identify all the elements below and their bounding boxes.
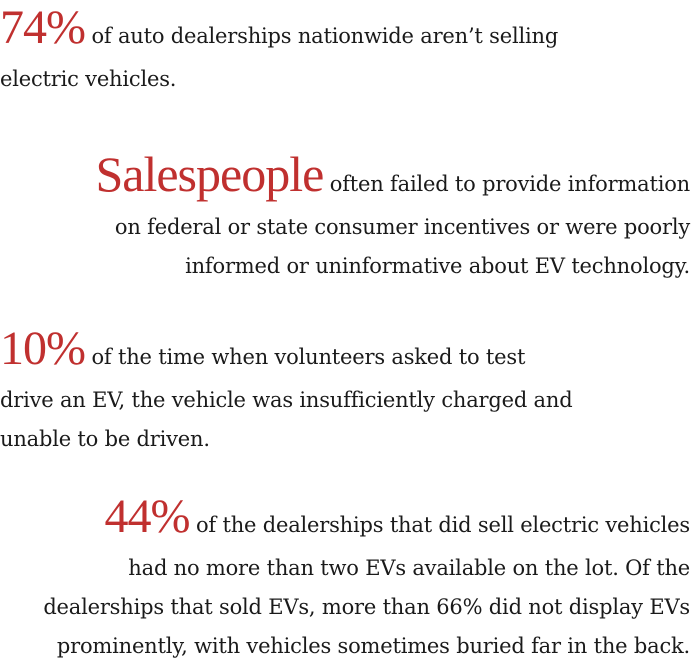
stat-text: had no more than two EVs available on th… — [128, 556, 690, 580]
stat-text: prominently, with vehicles sometimes bur… — [56, 634, 690, 658]
stat-text: of the dealerships that did sell electri… — [189, 513, 690, 537]
stat-highlight: Salespeople — [95, 146, 324, 202]
stat-first-line: 74% of auto dealerships nationwide aren’… — [0, 4, 690, 60]
stat-first-line: 10% of the time when volunteers asked to… — [0, 325, 690, 381]
stat-text: on federal or state consumer incentives … — [114, 215, 690, 239]
stat-highlight: 10% — [0, 322, 86, 375]
stat-text: often failed to provide information — [323, 172, 690, 196]
stat-block-salespeople: Salespeople often failed to provide info… — [0, 149, 690, 286]
stat-text: informed or uninformative about EV techn… — [185, 254, 690, 278]
stat-text: drive an EV, the vehicle was insufficien… — [0, 388, 573, 412]
stat-text: electric vehicles. — [0, 67, 177, 91]
stat-highlight: 74% — [0, 1, 86, 54]
stat-text: of auto dealerships nationwide aren’t se… — [84, 24, 559, 48]
stat-first-line: 44% of the dealerships that did sell ele… — [0, 490, 691, 549]
stat-block-test-drive-charge: 10% of the time when volunteers asked to… — [0, 325, 690, 459]
stat-text: dealerships that sold EVs, more than 66%… — [43, 595, 690, 619]
stat-text: of the time when volunteers asked to tes… — [84, 345, 526, 369]
stat-block-ev-availability: 44% of the dealerships that did sell ele… — [0, 493, 690, 666]
stat-highlight: 44% — [104, 490, 191, 543]
stat-first-line: Salespeople often failed to provide info… — [0, 149, 690, 208]
stat-text: unable to be driven. — [0, 427, 210, 451]
stat-block-dealerships-not-selling: 74% of auto dealerships nationwide aren’… — [0, 4, 690, 99]
